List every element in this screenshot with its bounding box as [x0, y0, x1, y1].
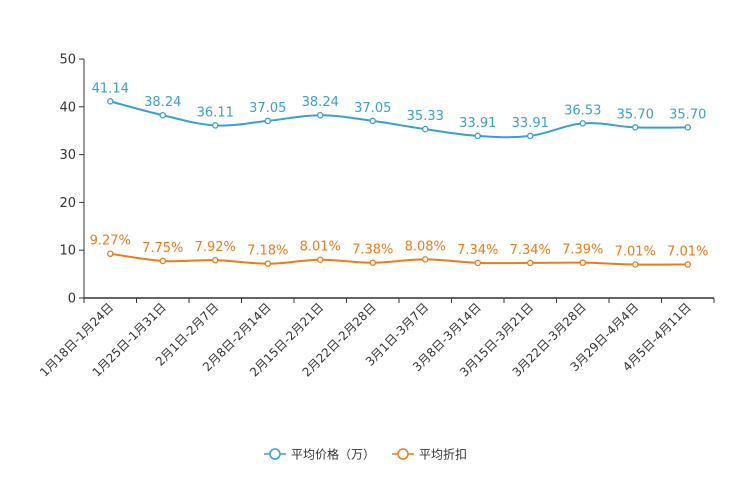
data-label: 38.24 — [302, 95, 339, 110]
series-line — [110, 252, 688, 266]
data-label: 7.18% — [247, 244, 288, 259]
data-label: 7.34% — [510, 243, 551, 258]
y-tick-label: 20 — [59, 196, 76, 211]
legend: 平均价格（万） 平均折扣 — [264, 447, 467, 462]
legend-marker-icon — [397, 448, 409, 460]
data-point — [527, 132, 534, 140]
data-point — [632, 124, 639, 131]
data-label: 35.33 — [407, 109, 444, 124]
data-point — [159, 111, 166, 119]
data-point — [579, 259, 587, 266]
data-label: 7.92% — [195, 240, 236, 255]
legend-item: 平均折扣 — [392, 447, 467, 462]
data-label: 7.01% — [667, 244, 708, 259]
data-label: 7.38% — [352, 243, 393, 258]
y-tick-label: 0 — [68, 292, 76, 307]
data-label: 9.27% — [90, 234, 131, 249]
data-point — [684, 124, 692, 131]
data-label: 7.75% — [142, 241, 183, 256]
data-point — [369, 117, 376, 125]
data-label: 7.39% — [562, 243, 603, 258]
data-point — [474, 132, 481, 140]
data-label: 36.53 — [564, 103, 601, 118]
data-point — [369, 259, 376, 266]
data-point — [107, 98, 114, 105]
series-2: 9.27% 7.75% 7.92% 7.18% 8.01% 7.38% 8.08% 7.34%… — [90, 234, 708, 268]
data-label: 35.70 — [617, 107, 654, 122]
legend-label: 平均折扣 — [419, 447, 467, 462]
series-line — [109, 100, 688, 139]
data-label: 8.01% — [300, 240, 341, 255]
y-tick-label: 40 — [59, 100, 76, 115]
data-point — [211, 256, 219, 264]
y-tick-label: 10 — [59, 244, 76, 259]
legend-item: 平均价格（万） — [264, 447, 375, 462]
data-label: 7.01% — [615, 244, 656, 259]
y-tick-label: 30 — [59, 148, 76, 163]
data-label: 33.91 — [459, 116, 496, 131]
legend-label: 平均价格（万） — [291, 447, 375, 462]
data-point — [474, 259, 481, 267]
y-tick-label: 50 — [59, 53, 76, 68]
data-point — [264, 117, 271, 125]
data-point — [159, 257, 166, 265]
legend-marker-icon — [269, 448, 281, 460]
data-label: 37.05 — [354, 101, 391, 116]
data-label: 38.24 — [144, 95, 181, 110]
data-point — [632, 261, 639, 268]
data-point — [421, 125, 429, 133]
data-label: 33.91 — [512, 116, 549, 131]
data-label: 8.08% — [405, 239, 446, 254]
data-label: 37.05 — [249, 101, 286, 116]
data-point — [316, 111, 324, 119]
data-point — [579, 120, 587, 127]
data-point — [107, 250, 114, 257]
data-label: 36.11 — [197, 105, 234, 120]
data-point — [264, 260, 271, 267]
data-label: 7.34% — [457, 243, 498, 258]
series-1: 41.14 38.24 36.11 37.05 38.24 37.05 35.33 33.91… — [92, 81, 706, 140]
data-point — [316, 256, 324, 263]
data-label: 41.14 — [92, 81, 129, 96]
data-point — [211, 122, 219, 129]
data-point — [527, 259, 534, 267]
data-point — [421, 256, 429, 263]
data-label: 35.70 — [669, 107, 706, 122]
data-point — [684, 261, 692, 268]
